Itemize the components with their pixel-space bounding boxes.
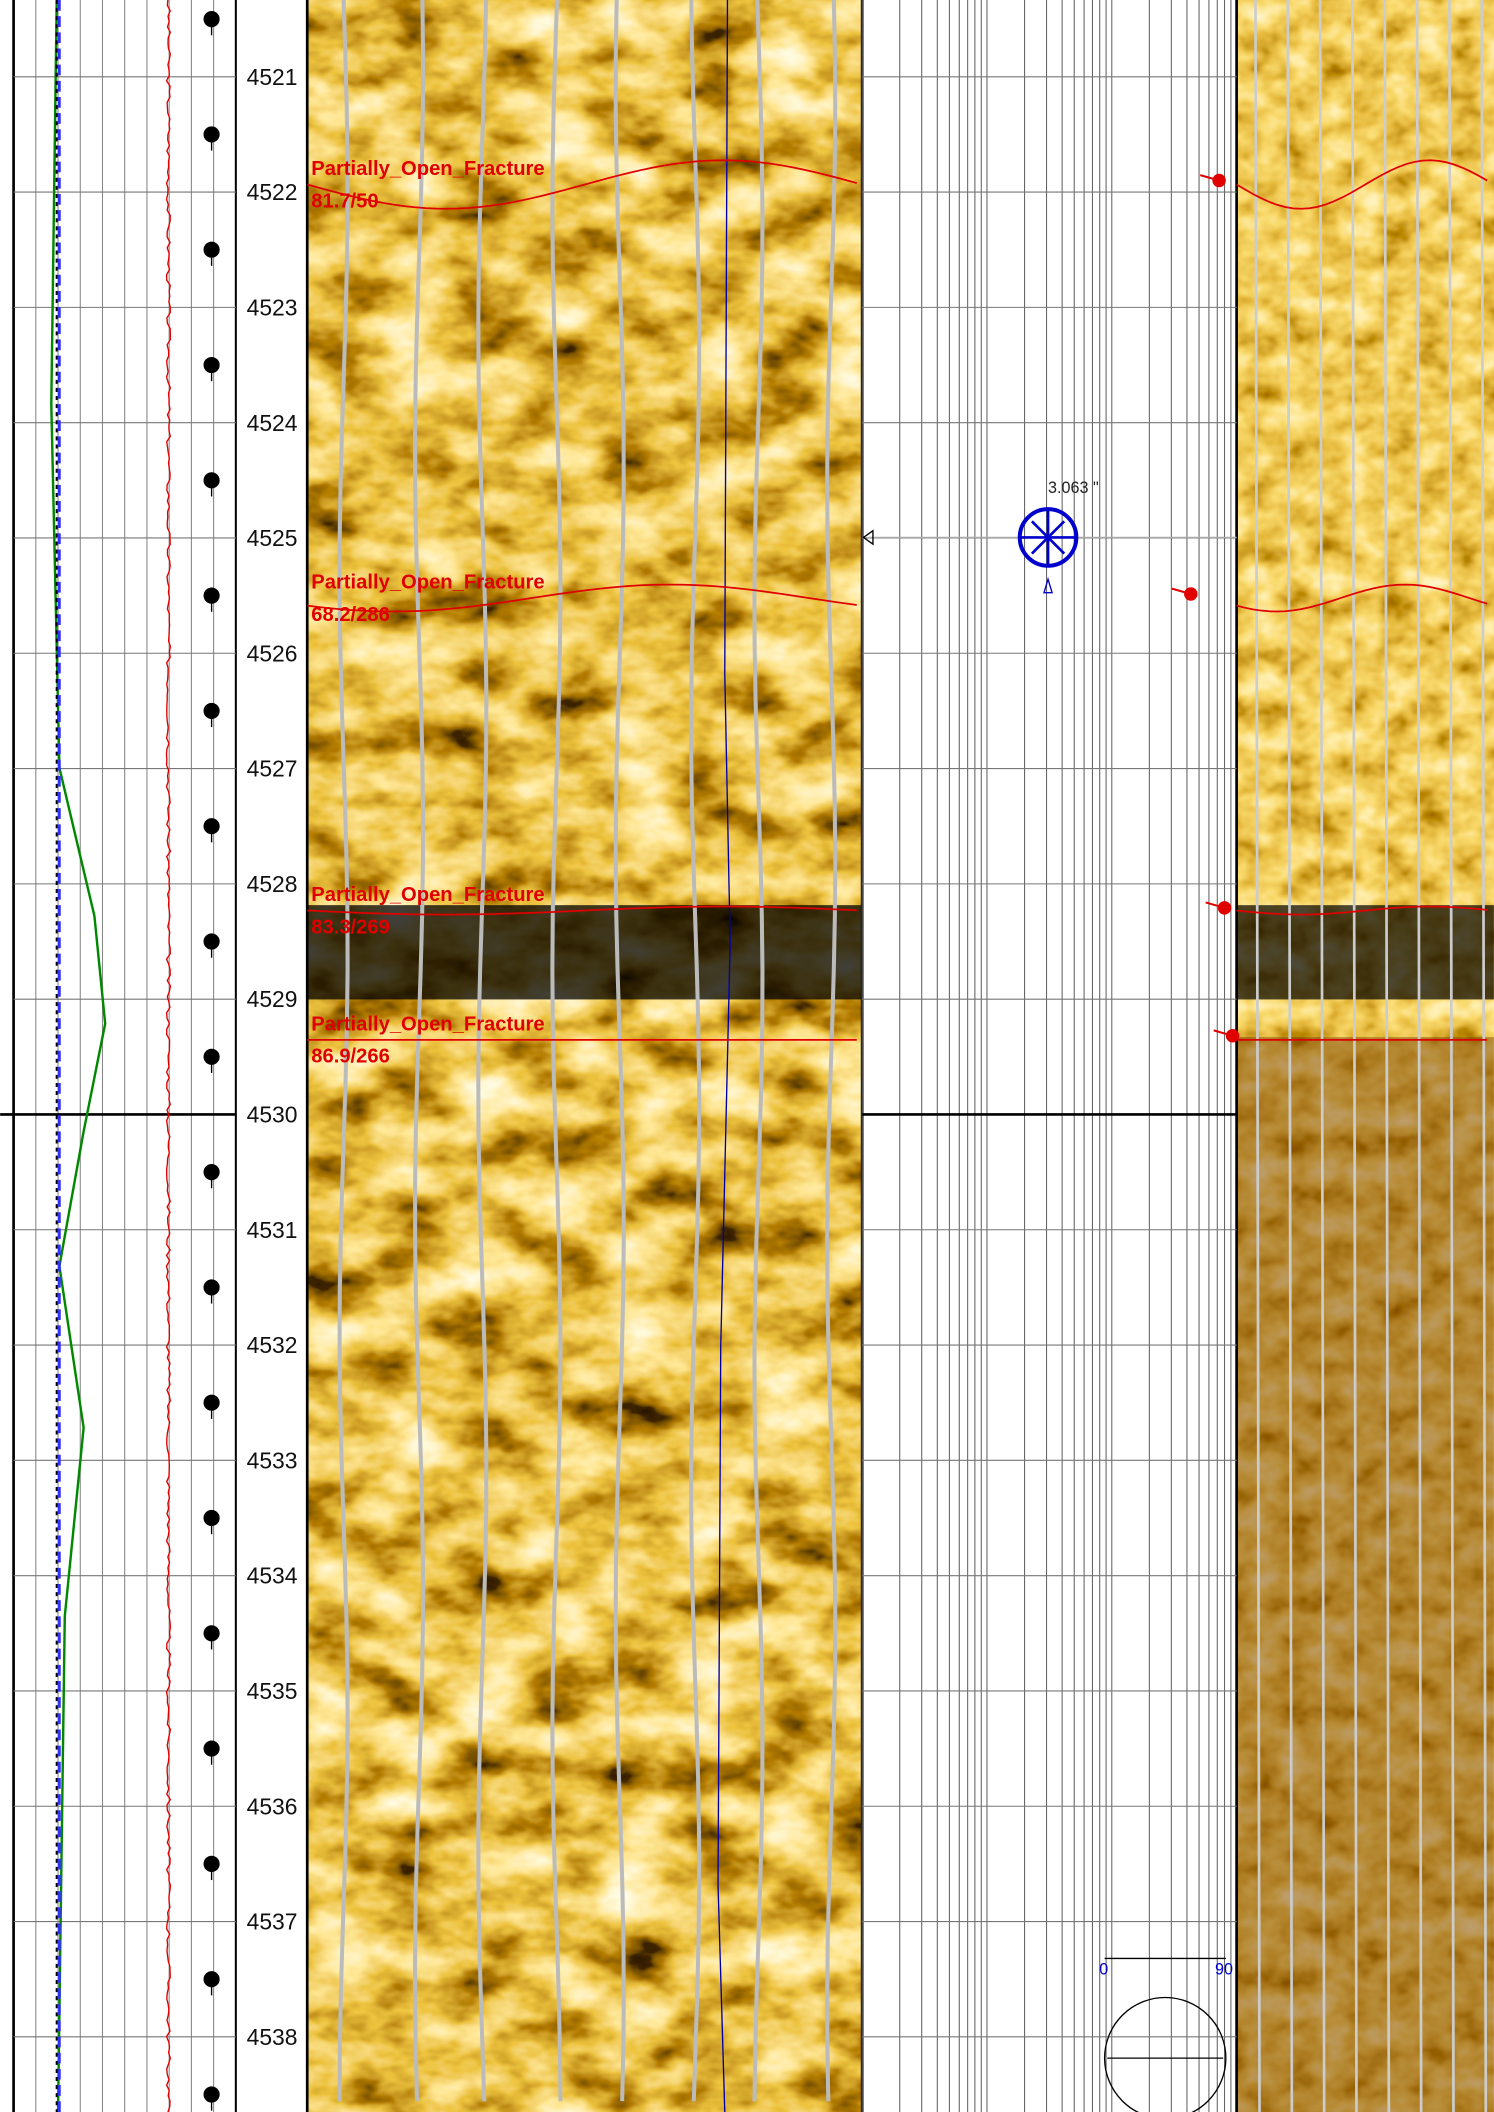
pad-line [1448,0,1455,2112]
fracture-dip: 68.2/286 [311,604,390,626]
tadpole [1225,1029,1240,1043]
pad-line [1383,0,1391,2112]
marker [203,11,220,28]
pad-line [476,0,489,2102]
pad-line [1480,0,1488,2112]
tadpole [1212,173,1226,188]
marker [203,1164,220,1181]
pad-line [613,0,626,2102]
marker [203,1279,220,1296]
pad-line [550,0,563,2102]
marker [203,356,220,374]
depth-label: 4537 [247,1909,298,1935]
fracture-trace [1236,159,1488,210]
pad-line [752,0,765,2102]
fracture-type: Partially_Open_Fracture [311,158,544,180]
fracture-type: Partially_Open_Fracture [311,1013,544,1035]
depth-label: 4533 [247,1447,298,1473]
dark-zone [1236,1037,1494,2112]
tadpole [1184,587,1198,601]
depth-label: 4522 [247,179,298,205]
scale-max: 90 [1215,1961,1233,1979]
pad-line [1415,0,1423,2112]
pad-line [413,0,426,2102]
marker [203,933,220,950]
green-curve [50,0,107,2112]
depth-label: 4525 [247,525,298,551]
marker [203,1971,220,1988]
marker [203,1509,220,1527]
depth-label: 4538 [247,2024,298,2050]
depth-label: 4529 [247,986,298,1012]
fracture-dip: 83.3/269 [311,916,390,938]
caliper-label: 3.063 " [1048,479,1099,497]
pad-line [1286,0,1294,2112]
depth-label: 4528 [247,871,298,897]
fractures: Partially_Open_Fracture 81.7/50 Partially_… [306,158,1488,1068]
depth-label: 4535 [247,1678,298,1704]
pad-line [337,0,350,2102]
marker [203,587,220,604]
marker [203,1740,220,1757]
red-curve [165,0,172,2112]
fracture-trace [307,583,857,613]
tadpole [1217,901,1232,915]
borehole-image [307,0,863,2112]
fracture-dip: 86.9/266 [311,1046,390,1068]
depth-label: 4527 [247,756,298,782]
depth-label: 4536 [247,1793,298,1819]
fracture-type: Partially_Open_Fracture [311,884,544,906]
marker [203,702,220,719]
marker [203,818,220,835]
dark-band [1236,905,1494,1000]
marker [203,2086,220,2103]
azimuth-curve [717,0,731,2112]
depth-label: 4530 [247,1102,298,1128]
depth-label: 4532 [247,1332,298,1358]
depth-label: 4526 [247,640,298,666]
fracture-trace [1236,583,1488,613]
marker [203,241,220,258]
dip-scale: 0 90 [1099,1957,1233,2112]
fracture-type: Partially_Open_Fracture [311,572,544,594]
marker [203,1855,220,1872]
caliper-symbol: 3.063 " [862,479,1237,594]
fracture-trace [307,905,857,916]
depth-label: 4524 [247,410,298,436]
pad-line [1318,0,1326,2112]
marker [203,1394,220,1411]
depth-label: 4521 [247,64,298,90]
marker [203,1625,220,1642]
pad-line [825,0,838,2102]
fracture-trace [306,159,858,210]
pad-line [689,0,702,2102]
curves [50,0,1488,2112]
marker [203,1048,220,1065]
dark-band [307,905,863,1000]
fracture-dip: 81.7/50 [311,190,378,212]
depth-label: 4523 [247,294,298,320]
pad-line [1254,0,1261,2112]
fracture-trace [1236,905,1488,916]
depth-label: 4531 [247,1217,298,1243]
marker [203,472,220,489]
scale-min: 0 [1099,1961,1108,1979]
pad-line [1351,0,1358,2112]
depth-label: 4534 [247,1563,298,1589]
depth-track: 4521 4522 4523 4524 4525 4526 4527 4528 4529 4530… [247,64,298,2050]
marker [203,126,220,143]
